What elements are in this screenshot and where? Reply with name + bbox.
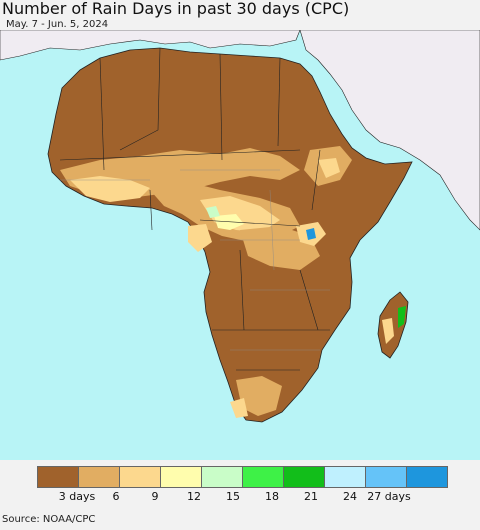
map-subtitle: May. 7 - Jun. 5, 2024: [6, 19, 109, 30]
madagascar-light: [382, 318, 394, 344]
rain-days-map: [0, 30, 480, 460]
madagascar-wet-strip: [398, 306, 406, 328]
legend-tick-label: 21: [304, 490, 318, 503]
legend-tick-label: 18: [265, 490, 279, 503]
legend-swatch: [160, 466, 202, 488]
legend-swatch: [37, 466, 79, 488]
legend-tick-label: 3 days: [58, 490, 96, 503]
legend-tick-label: 12: [187, 490, 201, 503]
ethiopia-yellow: [318, 158, 340, 178]
map-title: Number of Rain Days in past 30 days (CPC…: [2, 0, 350, 18]
legend-swatch: [283, 466, 325, 488]
legend-ticks: 3 days 6 9 12 15 18 21 24 27 days: [0, 490, 480, 506]
admin-borders: [60, 169, 330, 351]
source-credit: Source: NOAA/CPC: [2, 514, 96, 525]
middle-east-land: [299, 30, 480, 231]
europe-land: [0, 30, 301, 61]
gabon-area: [188, 224, 212, 252]
legend-tick-label: 6: [112, 490, 120, 503]
legend-tick-label: 9: [151, 490, 159, 503]
legend-swatch: [119, 466, 161, 488]
legend-swatch: [242, 466, 284, 488]
country-borders: [59, 47, 330, 371]
legend-tick-label: 24: [343, 490, 357, 503]
southwest-cape: [230, 398, 248, 418]
color-legend: [37, 466, 448, 488]
legend-swatch: [78, 466, 120, 488]
west-africa-yellow: [70, 176, 150, 202]
legend-swatch: [365, 466, 407, 488]
legend-tick-label: 15: [226, 490, 240, 503]
legend-tick-label: 27 days: [367, 490, 411, 503]
legend-swatch: [324, 466, 366, 488]
lake-victoria: [306, 228, 316, 240]
south-africa-light: [236, 376, 282, 416]
congo-green: [206, 206, 220, 218]
legend-swatch: [201, 466, 243, 488]
legend-swatch: [406, 466, 448, 488]
